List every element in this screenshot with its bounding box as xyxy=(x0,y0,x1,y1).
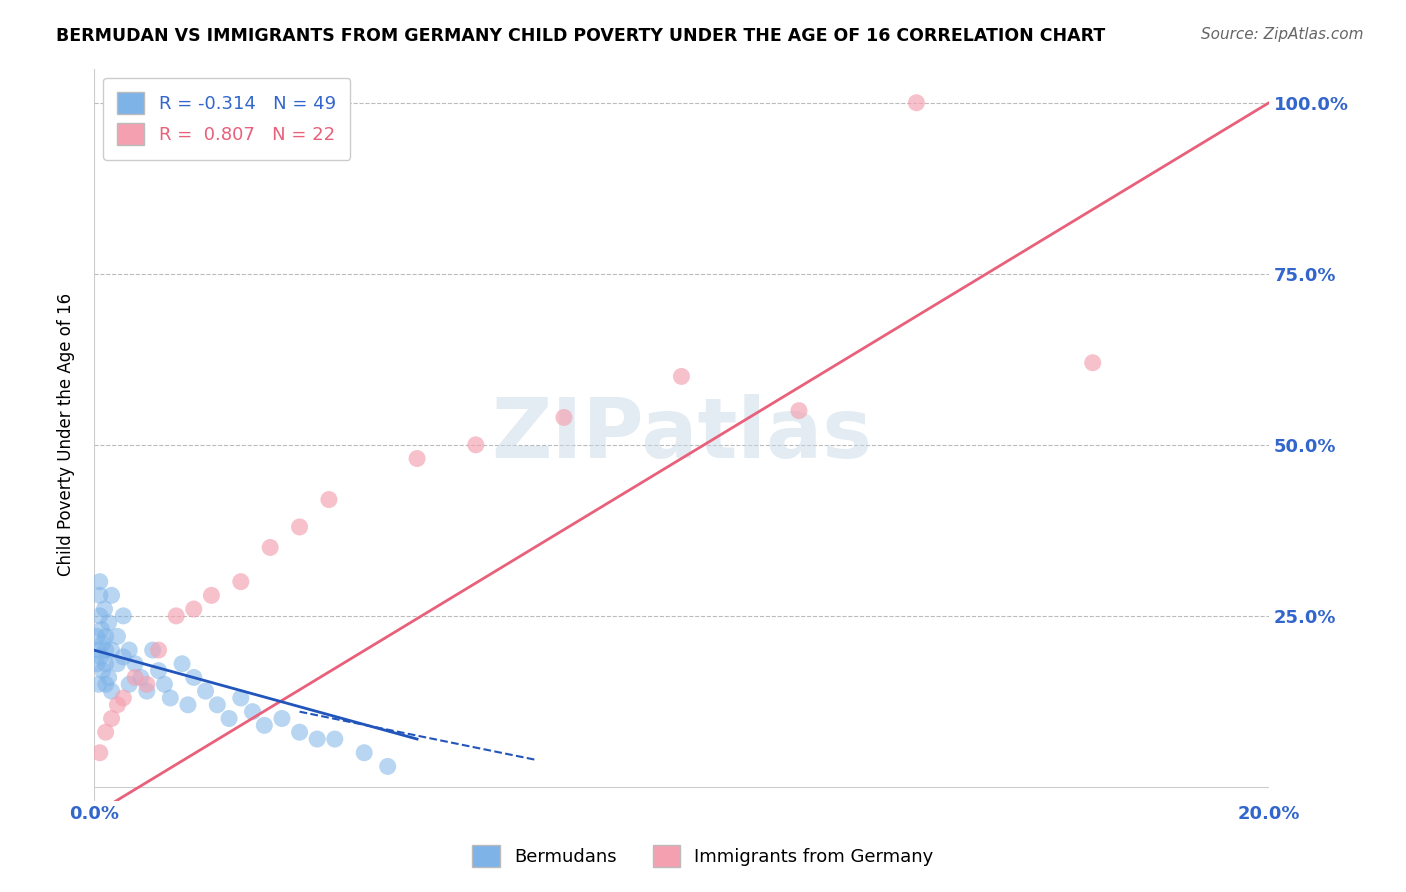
Point xyxy=(87,677,110,691)
Point xyxy=(91,664,114,678)
Point xyxy=(112,690,135,705)
Point xyxy=(89,588,111,602)
Point xyxy=(183,670,205,684)
Point xyxy=(905,95,928,110)
Point xyxy=(288,725,311,739)
Point xyxy=(107,657,129,671)
Point xyxy=(86,657,108,671)
Point xyxy=(100,712,122,726)
Point xyxy=(89,608,111,623)
Point xyxy=(229,574,252,589)
Text: Source: ZipAtlas.com: Source: ZipAtlas.com xyxy=(1201,27,1364,42)
Text: ZIPatlas: ZIPatlas xyxy=(491,394,872,475)
Point xyxy=(406,451,429,466)
Point xyxy=(112,608,135,623)
Point xyxy=(100,643,122,657)
Point xyxy=(323,732,346,747)
Point xyxy=(377,759,399,773)
Point xyxy=(259,541,281,555)
Point xyxy=(242,705,264,719)
Point xyxy=(135,684,157,698)
Point xyxy=(129,670,152,684)
Point xyxy=(271,712,294,726)
Point xyxy=(159,690,181,705)
Point xyxy=(153,677,176,691)
Point xyxy=(107,629,129,643)
Point xyxy=(1081,356,1104,370)
Point xyxy=(170,657,193,671)
Point xyxy=(194,684,217,698)
Point xyxy=(94,725,117,739)
Legend: Bermudans, Immigrants from Germany: Bermudans, Immigrants from Germany xyxy=(465,838,941,874)
Point xyxy=(307,732,329,747)
Point xyxy=(94,629,117,643)
Point xyxy=(787,403,810,417)
Point xyxy=(148,664,170,678)
Point xyxy=(124,657,146,671)
Point xyxy=(464,438,486,452)
Point xyxy=(100,588,122,602)
Point xyxy=(94,657,117,671)
Point xyxy=(253,718,276,732)
Point xyxy=(93,602,115,616)
Point xyxy=(229,690,252,705)
Point xyxy=(112,649,135,664)
Point xyxy=(118,677,141,691)
Point xyxy=(165,608,187,623)
Point xyxy=(118,643,141,657)
Point xyxy=(218,712,240,726)
Point xyxy=(94,677,117,691)
Point xyxy=(207,698,229,712)
Point xyxy=(200,588,222,602)
Point xyxy=(86,629,108,643)
Point xyxy=(100,684,122,698)
Legend: R = -0.314   N = 49, R =  0.807   N = 22: R = -0.314 N = 49, R = 0.807 N = 22 xyxy=(103,78,350,160)
Point xyxy=(148,643,170,657)
Point xyxy=(89,574,111,589)
Text: BERMUDAN VS IMMIGRANTS FROM GERMANY CHILD POVERTY UNDER THE AGE OF 16 CORRELATIO: BERMUDAN VS IMMIGRANTS FROM GERMANY CHIL… xyxy=(56,27,1105,45)
Point xyxy=(124,670,146,684)
Point xyxy=(87,643,110,657)
Point xyxy=(353,746,375,760)
Point xyxy=(97,670,120,684)
Point xyxy=(288,520,311,534)
Point xyxy=(91,636,114,650)
Point xyxy=(177,698,200,712)
Point xyxy=(94,643,117,657)
Point xyxy=(318,492,340,507)
Point xyxy=(135,677,157,691)
Point xyxy=(90,623,112,637)
Point xyxy=(89,746,111,760)
Point xyxy=(142,643,165,657)
Point xyxy=(97,615,120,630)
Point xyxy=(107,698,129,712)
Y-axis label: Child Poverty Under the Age of 16: Child Poverty Under the Age of 16 xyxy=(58,293,75,576)
Point xyxy=(183,602,205,616)
Point xyxy=(90,649,112,664)
Point xyxy=(553,410,575,425)
Point xyxy=(671,369,693,384)
